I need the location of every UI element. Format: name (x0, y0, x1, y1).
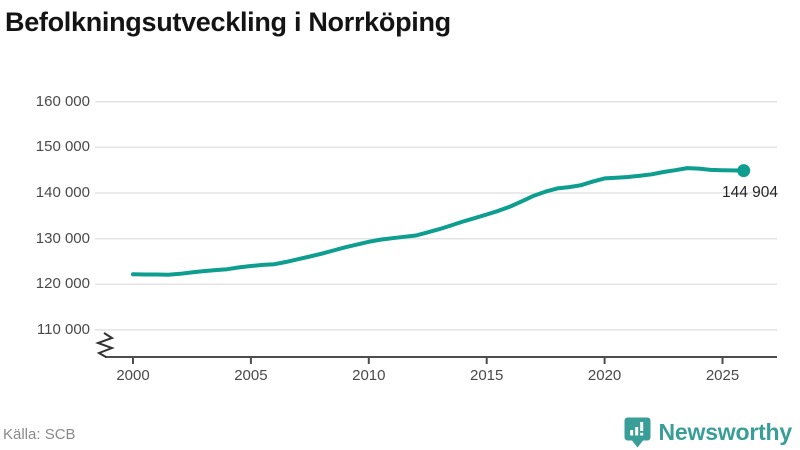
x-tick-label: 2005 (234, 367, 268, 384)
series-line (131, 166, 746, 277)
x-tick-label: 2010 (352, 367, 386, 384)
brand-wordmark: Newsworthy (658, 419, 793, 445)
x-tick-label: 2020 (587, 367, 622, 384)
chart-title: Befolkningsutveckling i Norrköping (5, 7, 451, 37)
x-axis (95, 332, 777, 364)
last-point-dot (737, 164, 751, 178)
brand-link[interactable]: Newsworthy (624, 416, 792, 448)
gridlines (95, 100, 777, 331)
source-note: Källa: SCB (3, 426, 76, 443)
axis-break-zigzag (95, 332, 115, 358)
bar-chart-speech-bubble-icon (624, 417, 651, 447)
series-group (131, 164, 751, 277)
x-tick-label: 2000 (116, 367, 150, 384)
y-tick-label: 110 000 (36, 320, 90, 338)
y-tick-label: 140 000 (35, 184, 90, 201)
x-tick-label: 2025 (705, 367, 740, 384)
x-tick-label: 2015 (470, 367, 504, 384)
y-tick-label: 130 000 (35, 229, 90, 247)
y-tick-label: 150 000 (35, 138, 90, 156)
last-value-label: 144 904 (721, 184, 778, 201)
y-tick-label: 160 000 (35, 92, 90, 110)
y-tick-label: 120 000 (35, 275, 90, 293)
